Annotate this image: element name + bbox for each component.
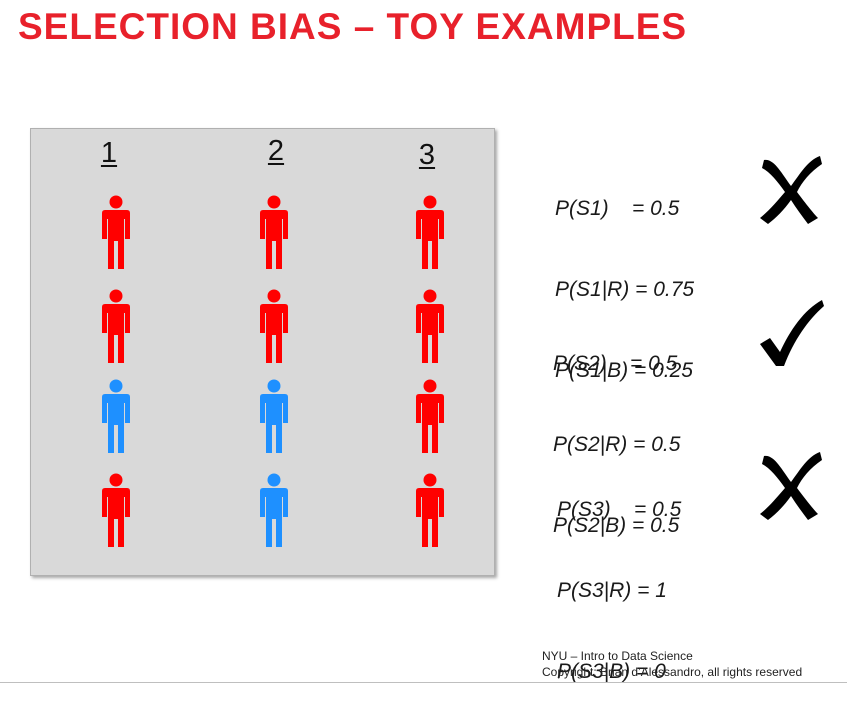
stats-block-3: P(S3) = 0.5 P(S3|R) = 1 P(S3|B) = 0 xyxy=(557,442,681,712)
cross-icon xyxy=(758,152,824,226)
stats-block-1: P(S1) = 0.5 P(S1|R) = 0.75 P(S1|B) = 0.2… xyxy=(555,141,694,411)
stats-block-2: P(S2) = 0.5 P(S2|R) = 0.5 P(S2|B) = 0.5 xyxy=(553,296,680,566)
column-header-3: 3 xyxy=(418,139,436,171)
cross-icon xyxy=(758,448,824,522)
slide-title: SELECTION BIAS – TOY EXAMPLES xyxy=(18,6,688,47)
stats-line: P(S3) = 0.5 xyxy=(557,498,682,521)
person-figure-red-icon xyxy=(257,289,291,365)
stats-line: P(S2|B) = 0.5 xyxy=(553,514,680,537)
stats-line: P(S1|B) = 0.25 xyxy=(555,359,693,382)
person-figure-red-icon xyxy=(99,289,133,365)
stats-line: P(S3|R) = 1 xyxy=(557,579,667,602)
column-header-2: 2 xyxy=(267,135,285,167)
person-figure-red-icon xyxy=(413,379,447,455)
person-figure-red-icon xyxy=(413,195,447,271)
stats-line: P(S1|R) = 0.75 xyxy=(555,278,695,301)
stats-line: P(S2|R) = 0.5 xyxy=(553,433,681,456)
footer-divider xyxy=(0,682,847,683)
people-panel: 1 2 3 xyxy=(30,128,495,576)
person-figure-red-icon xyxy=(413,473,447,549)
footer: NYU – Intro to Data Science Copyright: B… xyxy=(542,648,802,680)
stats-line: P(S1) = 0.5 xyxy=(555,197,680,220)
person-figure-blue-icon xyxy=(257,379,291,455)
person-figure-blue-icon xyxy=(257,473,291,549)
person-figure-red-icon xyxy=(413,289,447,365)
person-figure-red-icon xyxy=(99,473,133,549)
stats-line: P(S3|B) = 0 xyxy=(557,660,666,683)
person-figure-blue-icon xyxy=(99,379,133,455)
footer-course: NYU – Intro to Data Science xyxy=(542,649,693,663)
stats-line: P(S2) = 0.5 xyxy=(553,352,678,375)
person-figure-red-icon xyxy=(99,195,133,271)
column-header-1: 1 xyxy=(100,137,118,169)
check-icon xyxy=(758,298,824,370)
person-figure-red-icon xyxy=(257,195,291,271)
footer-copyright: Copyright: Brian d’Alessandro, all right… xyxy=(542,665,803,679)
